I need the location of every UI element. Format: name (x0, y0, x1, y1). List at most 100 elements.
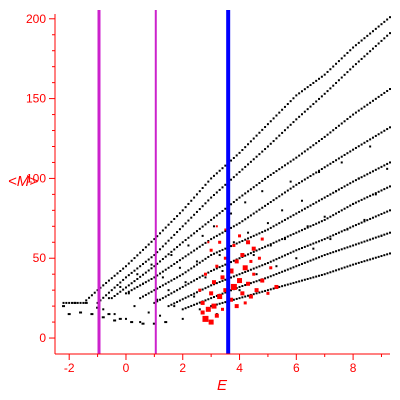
band-point (142, 248, 145, 251)
band-point (374, 236, 377, 239)
band-point (352, 180, 355, 183)
highlight-point (237, 278, 243, 284)
band-point (380, 255, 383, 258)
band-point (289, 123, 292, 126)
band-point (178, 287, 181, 290)
band-point (360, 221, 363, 224)
highlight-point (205, 306, 211, 312)
band-point (374, 215, 377, 218)
band-point (278, 168, 281, 171)
band-point (360, 39, 363, 42)
band-point (178, 212, 181, 215)
highlight-point (248, 294, 253, 299)
cloud-point (167, 289, 170, 292)
band-point (156, 262, 159, 265)
band-point (193, 213, 196, 216)
band-point (298, 210, 301, 213)
band-point (369, 50, 372, 53)
band-point (320, 273, 323, 276)
band-point (249, 188, 252, 191)
band-point (153, 289, 156, 292)
band-point (144, 293, 147, 296)
band-point (386, 34, 389, 37)
band-point (130, 282, 133, 285)
band-point (289, 160, 292, 163)
band-point (303, 245, 306, 248)
band-point (292, 185, 295, 188)
band-point (110, 289, 113, 292)
band-point (133, 269, 136, 272)
band-point (139, 284, 142, 287)
band-point (159, 285, 162, 288)
band-point (269, 173, 272, 176)
band-point (326, 194, 329, 197)
band-point (306, 206, 309, 209)
highlight-point (243, 301, 247, 305)
band-point (363, 197, 366, 200)
band-point (119, 270, 122, 272)
band-point (147, 258, 150, 261)
highlight-point (224, 228, 227, 231)
band-point (349, 182, 352, 185)
band-point (207, 298, 210, 301)
band-point (352, 244, 355, 247)
band-point (315, 201, 318, 204)
band-point (244, 254, 247, 257)
band-point (312, 242, 315, 245)
band-point (286, 268, 289, 271)
cloud-point (352, 202, 355, 205)
band-point (178, 243, 181, 246)
band-point (201, 205, 204, 208)
band-point (241, 272, 244, 275)
band-point (224, 301, 227, 304)
band-point (238, 151, 241, 154)
band-point (235, 297, 238, 300)
band-point (315, 222, 318, 225)
band-point (221, 264, 224, 267)
band-point (312, 276, 315, 279)
highlight-point (234, 259, 239, 264)
band-point (371, 99, 374, 102)
band-point (164, 242, 167, 245)
band-point (210, 177, 213, 180)
cloud-point (139, 321, 142, 324)
band-point (127, 290, 130, 293)
band-point (252, 212, 255, 215)
band-point (283, 254, 286, 257)
band-point (249, 236, 252, 239)
band-point (295, 231, 298, 234)
band-point (235, 242, 238, 245)
band-point (275, 197, 278, 200)
band-point (281, 166, 284, 169)
band-point (193, 303, 196, 306)
band-point (198, 276, 201, 279)
band-point (357, 41, 360, 44)
band-point (190, 281, 193, 284)
highlight-point (257, 256, 261, 260)
band-point (340, 248, 343, 251)
band-point (184, 222, 187, 225)
band-point (295, 183, 298, 186)
band-point (264, 263, 267, 266)
band-point (124, 276, 127, 279)
cloud-point (323, 215, 326, 218)
band-point (187, 306, 190, 309)
band-point (386, 18, 389, 21)
band-point (230, 245, 233, 248)
band-point (309, 204, 312, 207)
band-point (218, 188, 221, 191)
band-point (266, 202, 269, 205)
cloud-point (161, 276, 164, 279)
cloud-point (255, 273, 258, 276)
band-point (215, 282, 218, 285)
band-point (363, 37, 366, 40)
curve-point (62, 305, 66, 308)
band-point (161, 270, 164, 273)
band-point (269, 275, 272, 278)
band-point (139, 297, 142, 300)
band-point (207, 285, 210, 288)
band-point (303, 261, 306, 264)
band-point (207, 221, 210, 224)
band-point (232, 176, 235, 179)
cloud-point (386, 167, 389, 170)
